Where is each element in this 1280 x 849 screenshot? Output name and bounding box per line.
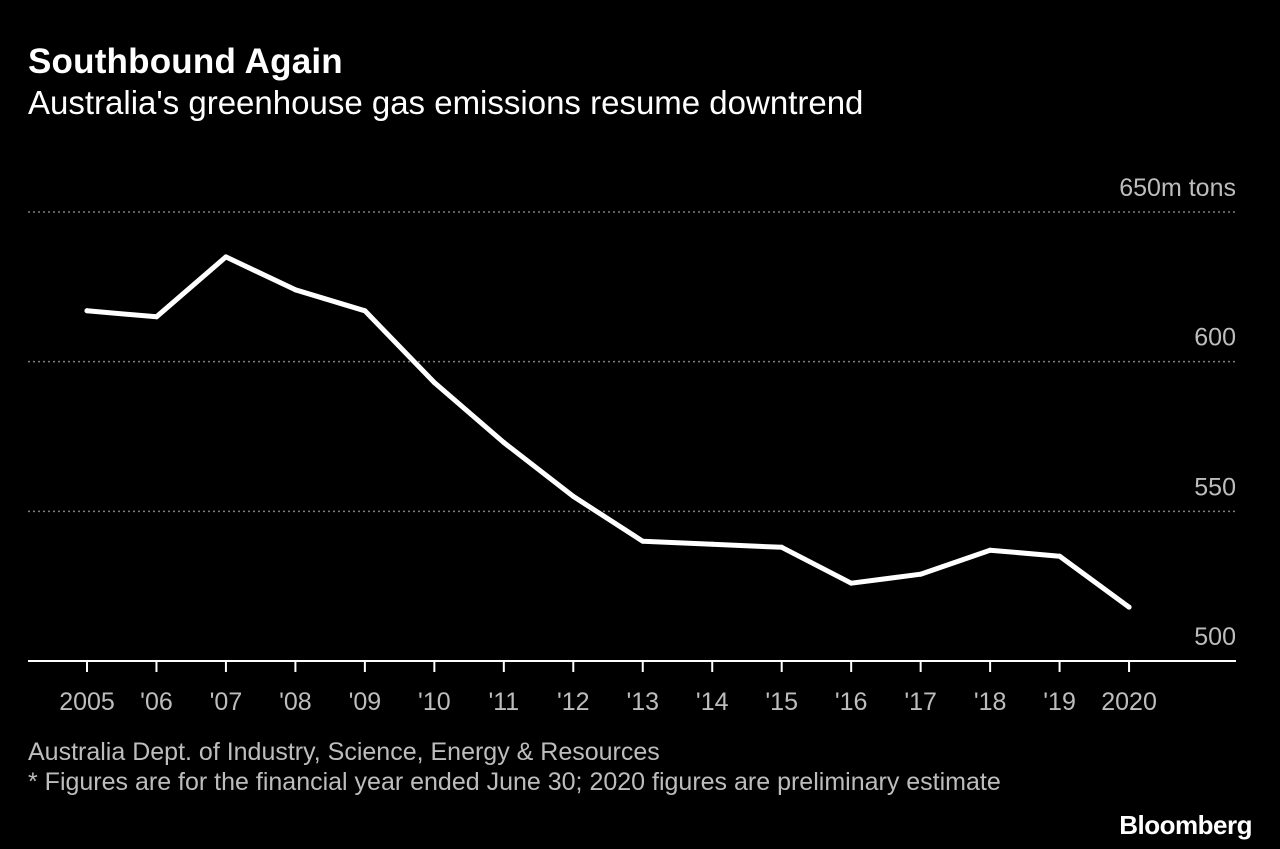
data-point [640, 538, 646, 544]
x-tick-label: '17 [904, 688, 937, 716]
y-tick-label: 550 [1194, 473, 1236, 501]
series-line [84, 254, 1132, 610]
x-tick-label: '16 [835, 688, 868, 716]
data-point [153, 314, 159, 320]
x-tick-label: '15 [765, 688, 798, 716]
y-axis-tick-labels: 500 550 600 650m tons [1119, 174, 1236, 651]
data-point [570, 493, 576, 499]
data-point [848, 580, 854, 586]
x-tick-label: '06 [140, 688, 173, 716]
data-point [1057, 553, 1063, 559]
chart-title: Southbound Again [28, 42, 343, 81]
gridlines [28, 211, 1236, 513]
chart-subtitle: Australia's greenhouse gas emissions res… [28, 84, 864, 121]
x-tick-label: '18 [974, 688, 1007, 716]
x-tick-label: '14 [696, 688, 729, 716]
data-point [918, 571, 924, 577]
x-tick-label: '09 [349, 688, 382, 716]
source-note: Australia Dept. of Industry, Science, En… [28, 738, 660, 766]
data-point [501, 439, 507, 445]
x-tick-label: '11 [488, 688, 519, 716]
data-point [223, 254, 229, 260]
x-tick-label: '10 [418, 688, 451, 716]
x-tick-label: '19 [1043, 688, 1076, 716]
data-point [709, 541, 715, 547]
y-tick-label: 650m tons [1119, 174, 1236, 202]
bloomberg-logo: Bloomberg [1119, 810, 1252, 840]
x-tick-label: '12 [557, 688, 590, 716]
data-point [292, 287, 298, 293]
data-point [431, 380, 437, 386]
footnote: * Figures are for the financial year end… [28, 768, 1001, 796]
data-point [84, 308, 90, 314]
x-tick-label: '13 [626, 688, 659, 716]
data-point [987, 547, 993, 553]
x-tick-label: '07 [210, 688, 243, 716]
x-tick-label: 2020 [1101, 688, 1157, 716]
x-tick-label: 2005 [59, 688, 115, 716]
x-axis-tick-labels: 2005 '06 '07 '08 '09 '10 '11 '12 '13 '14 '15 '16 '17… [59, 688, 1157, 716]
data-point [779, 544, 785, 550]
y-tick-label: 600 [1194, 324, 1236, 352]
y-tick-label: 500 [1194, 623, 1236, 651]
x-axis-ticks [86, 661, 1131, 672]
x-tick-label: '08 [279, 688, 312, 716]
data-point [1126, 604, 1132, 610]
series-layer [84, 254, 1132, 610]
data-point [362, 308, 368, 314]
